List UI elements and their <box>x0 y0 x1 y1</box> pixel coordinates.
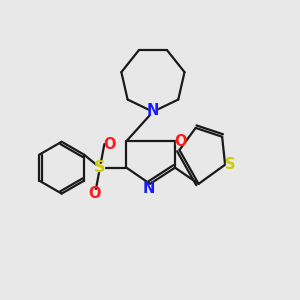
Text: N: N <box>142 181 155 196</box>
Bar <box>106 141 114 147</box>
Bar <box>95 164 104 171</box>
Text: O: O <box>103 136 116 152</box>
Bar <box>90 190 98 197</box>
Text: N: N <box>147 103 159 118</box>
Bar <box>226 161 235 168</box>
Bar <box>144 185 153 191</box>
Text: O: O <box>174 134 187 149</box>
Text: S: S <box>225 157 236 172</box>
Text: S: S <box>94 160 106 175</box>
Bar <box>176 138 184 144</box>
Bar <box>148 106 158 114</box>
Text: O: O <box>88 186 100 201</box>
